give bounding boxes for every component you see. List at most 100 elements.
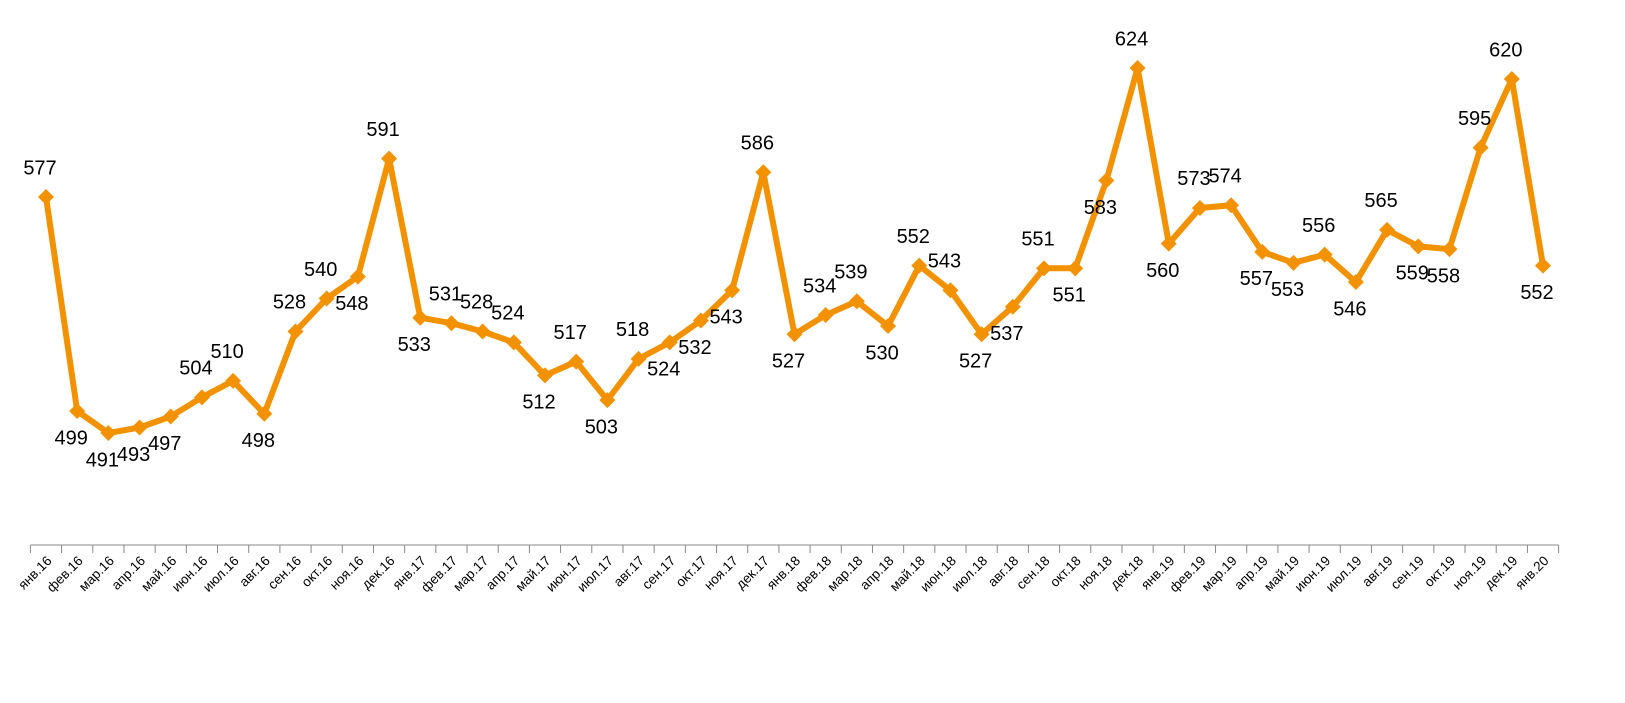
value-label: 586 <box>741 133 774 155</box>
value-label: 574 <box>1208 165 1241 187</box>
data-point <box>1223 197 1240 214</box>
x-tick-label: ноя.18 <box>1075 553 1115 593</box>
value-label: 498 <box>242 430 275 452</box>
x-tick-label: дек.16 <box>359 553 398 592</box>
x-tick-label: ноя.17 <box>701 553 741 593</box>
data-point <box>474 323 491 340</box>
data-point <box>318 290 335 307</box>
value-label: 512 <box>522 392 555 414</box>
value-label: 624 <box>1115 28 1148 50</box>
x-tick-label: ноя.16 <box>327 553 367 593</box>
data-point <box>599 392 616 409</box>
data-point <box>1160 235 1177 252</box>
data-point <box>69 403 86 420</box>
data-point <box>817 306 834 323</box>
value-label: 524 <box>647 359 680 381</box>
data-point <box>1472 139 1489 156</box>
x-tick-label: мар.17 <box>450 553 491 594</box>
data-point <box>1379 221 1396 238</box>
data-point <box>38 188 54 205</box>
x-tick-label: июл.18 <box>949 553 991 595</box>
data-point <box>1254 243 1271 260</box>
data-point <box>1316 246 1333 263</box>
data-point <box>911 257 928 274</box>
value-label: 560 <box>1146 260 1179 282</box>
data-point <box>349 268 366 285</box>
data-point <box>880 317 897 334</box>
data-point <box>1036 260 1052 277</box>
data-point <box>443 315 460 332</box>
value-label: 573 <box>1177 168 1210 190</box>
data-point <box>1098 172 1115 189</box>
data-point <box>1285 254 1302 271</box>
value-label: 528 <box>273 292 306 314</box>
x-tick-label: дек.17 <box>733 553 772 592</box>
data-point <box>131 419 148 436</box>
data-point <box>1535 257 1551 274</box>
data-point <box>287 323 304 340</box>
value-label: 534 <box>803 275 836 297</box>
value-label: 577 <box>23 157 56 179</box>
value-label: 528 <box>460 292 493 314</box>
data-point <box>1503 70 1520 87</box>
data-point <box>568 353 585 370</box>
x-tick-label: янв.20 <box>1512 553 1551 592</box>
value-label: 533 <box>398 334 431 356</box>
value-label: 559 <box>1396 263 1429 285</box>
data-point <box>1410 238 1427 255</box>
value-label: 537 <box>990 323 1023 345</box>
x-tick-label: сен.19 <box>1388 553 1427 592</box>
data-point <box>692 312 709 329</box>
data-point <box>381 150 398 167</box>
value-label: 557 <box>1240 268 1273 290</box>
value-label: 499 <box>55 427 88 449</box>
x-tick-label: мар.19 <box>1199 553 1240 594</box>
x-tick-label: сен.17 <box>639 553 678 592</box>
data-point <box>162 408 179 425</box>
data-point <box>505 334 522 351</box>
data-point <box>256 405 273 422</box>
data-point <box>1004 298 1021 315</box>
data-point <box>661 334 678 351</box>
value-label: 493 <box>117 444 150 466</box>
data-point <box>942 282 959 299</box>
data-point <box>193 389 210 406</box>
value-label: 551 <box>1053 285 1086 307</box>
value-label: 546 <box>1333 298 1366 320</box>
value-label: 517 <box>554 322 587 344</box>
data-point <box>100 425 117 441</box>
value-label: 530 <box>865 342 898 364</box>
data-point <box>412 309 429 326</box>
data-point <box>848 293 865 310</box>
value-label: 548 <box>335 293 368 315</box>
value-label: 591 <box>366 119 399 141</box>
x-tick-label: ноя.19 <box>1450 553 1490 593</box>
value-label: 540 <box>304 259 337 281</box>
value-label: 556 <box>1302 215 1335 237</box>
data-point <box>755 164 772 181</box>
value-label: 531 <box>429 284 462 306</box>
value-label: 595 <box>1458 108 1491 130</box>
data-point <box>1441 241 1458 258</box>
data-point <box>973 326 990 343</box>
value-label: 583 <box>1084 197 1117 219</box>
value-label: 518 <box>616 319 649 341</box>
value-label: 551 <box>1021 229 1054 251</box>
x-tick-label: мар.18 <box>824 553 865 594</box>
value-label: 620 <box>1489 39 1522 61</box>
value-label: 524 <box>491 303 524 325</box>
data-point <box>1067 260 1084 277</box>
value-label: 504 <box>179 358 212 380</box>
x-tick-label: сен.18 <box>1013 553 1052 592</box>
value-label: 491 <box>86 449 119 471</box>
value-label: 543 <box>928 251 961 273</box>
value-label: 558 <box>1427 265 1460 287</box>
value-label: 553 <box>1271 279 1304 301</box>
data-point <box>537 367 553 384</box>
data-point <box>630 350 647 367</box>
value-label: 543 <box>709 307 742 329</box>
data-point <box>1191 199 1208 216</box>
x-tick-label: дек.19 <box>1482 553 1521 592</box>
value-label: 527 <box>772 350 805 372</box>
